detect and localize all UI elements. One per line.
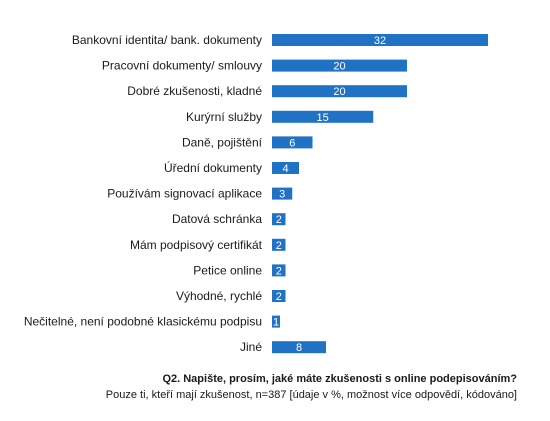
- category-label: Dobré zkušenosti, kladné: [127, 84, 262, 98]
- sample-note: Pouze ti, kteří mají zkušenost, n=387 [ú…: [105, 389, 517, 401]
- value-label: 2: [276, 240, 282, 252]
- bar: [272, 238, 286, 251]
- value-label: 20: [333, 61, 345, 73]
- bar: [272, 187, 293, 200]
- category-label: Bankovní identita/ bank. dokumenty: [72, 33, 262, 47]
- category-label: Pracovní dokumenty/ smlouvy: [102, 59, 262, 73]
- value-label: 2: [276, 291, 282, 303]
- value-label: 2: [276, 265, 282, 277]
- category-label: Kurýrní služby: [186, 110, 262, 124]
- category-label: Datová schránka: [172, 212, 262, 226]
- value-label: 4: [282, 163, 288, 175]
- value-label: 1: [273, 317, 279, 329]
- value-label: 20: [333, 86, 345, 98]
- value-label: 3: [279, 189, 285, 201]
- bar: [272, 162, 299, 174]
- category-label: Daně, pojištění: [182, 135, 263, 149]
- question-text: Q2. Napište, prosím, jaké máte zkušenost…: [162, 373, 517, 385]
- category-label: Nečitelné, není podobné klasickému podpi…: [24, 315, 262, 329]
- category-label: Používám signovací aplikace: [107, 187, 262, 201]
- category-label: Jiné: [240, 340, 262, 354]
- bar: [272, 110, 374, 123]
- category-label: Úřední dokumenty: [164, 160, 262, 175]
- bar: [272, 85, 407, 98]
- category-label: Výhodné, rychlé: [176, 289, 262, 303]
- value-label: 15: [317, 112, 329, 124]
- bar: [272, 136, 313, 149]
- bar: [272, 290, 286, 302]
- value-label: 2: [276, 214, 282, 226]
- category-label: Mám podpisový certifikát: [130, 238, 263, 252]
- bar: [272, 315, 280, 328]
- bar: [272, 264, 286, 277]
- bar: [272, 213, 286, 226]
- value-label: 32: [374, 35, 386, 47]
- bar: [272, 341, 326, 354]
- bar-chart: Bankovní identita/ bank. dokumenty 32Prac…: [24, 33, 488, 354]
- bar: [272, 59, 407, 72]
- value-label: 6: [289, 137, 295, 149]
- bar: [272, 34, 488, 46]
- category-label: Petice online: [193, 263, 262, 277]
- value-label: 8: [296, 342, 302, 354]
